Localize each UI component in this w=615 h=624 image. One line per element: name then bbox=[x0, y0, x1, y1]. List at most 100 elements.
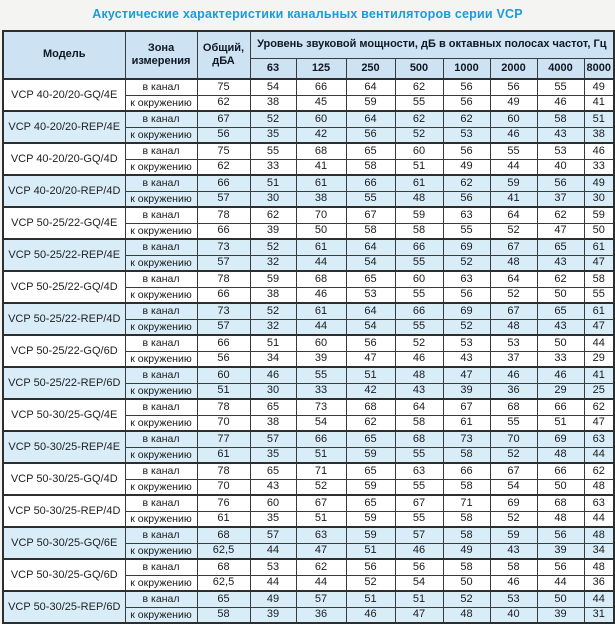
level-cell-500hz: 60 bbox=[394, 270, 444, 288]
col-header-freq-500: 500 bbox=[394, 58, 444, 80]
model-cell: VCP 50-30/25-REP/6D bbox=[2, 590, 126, 624]
level-cell-250hz: 62 bbox=[345, 414, 396, 432]
level-cell-500hz: 55 bbox=[394, 318, 444, 336]
level-cell-4000hz: 56 bbox=[536, 526, 585, 544]
level-cell-250hz: 65 bbox=[345, 494, 396, 512]
level-cell-125hz: 45 bbox=[295, 94, 347, 112]
zone-cell-to-surroundings: к окружению bbox=[124, 222, 198, 240]
level-cell-63hz: 35 bbox=[249, 126, 297, 144]
level-cell-250hz: 46 bbox=[345, 606, 396, 624]
level-cell-2000hz: 43 bbox=[489, 542, 538, 560]
model-cell: VCP 50-30/25-GQ/6D bbox=[2, 558, 126, 592]
row-to-surroundings: к окружению 62 38 45 59 55 56 49 46 41 bbox=[3, 94, 615, 112]
zone-cell-in-duct: в канал bbox=[124, 590, 198, 608]
level-cell-1000hz: 71 bbox=[442, 494, 491, 512]
level-cell-2000hz: 44 bbox=[489, 158, 538, 176]
model-cell: VCP 40-20/20-REP/4D bbox=[2, 174, 126, 208]
level-cell-4000hz: 51 bbox=[536, 414, 585, 432]
level-cell-8000hz: 51 bbox=[583, 110, 615, 128]
level-cell-4000hz: 48 bbox=[536, 446, 585, 464]
level-cell-2000hz: 55 bbox=[489, 142, 538, 160]
level-cell-2000hz: 53 bbox=[489, 590, 538, 608]
level-cell-250hz: 53 bbox=[345, 286, 396, 304]
total-dba-cell: 78 bbox=[196, 398, 251, 416]
level-cell-1000hz: 56 bbox=[442, 78, 491, 96]
total-dba-cell: 57 bbox=[196, 318, 251, 336]
level-cell-63hz: 39 bbox=[249, 606, 297, 624]
model-cell: VCP 50-30/25-GQ/4D bbox=[2, 462, 126, 496]
level-cell-2000hz: 67 bbox=[489, 302, 538, 320]
zone-cell-in-duct: в канал bbox=[124, 110, 198, 128]
row-to-surroundings: к окружению 57 32 44 54 55 52 48 43 47 bbox=[3, 254, 615, 272]
model-cell: VCP 50-30/25-REP/4E bbox=[2, 430, 126, 464]
level-cell-125hz: 44 bbox=[295, 254, 347, 272]
level-cell-250hz: 65 bbox=[345, 462, 396, 480]
level-cell-63hz: 52 bbox=[249, 110, 297, 128]
level-cell-125hz: 44 bbox=[295, 574, 347, 592]
level-cell-250hz: 58 bbox=[345, 158, 396, 176]
level-cell-1000hz: 58 bbox=[442, 526, 491, 544]
level-cell-500hz: 66 bbox=[394, 238, 444, 256]
zone-cell-to-surroundings: к окружению bbox=[124, 94, 198, 112]
row-in-duct: VCP 50-30/25-GQ/6E в канал 68 57 63 59 57 58 59 5… bbox=[2, 526, 615, 560]
level-cell-63hz: 51 bbox=[249, 174, 297, 192]
level-cell-63hz: 52 bbox=[249, 238, 297, 256]
level-cell-8000hz: 55 bbox=[583, 286, 615, 304]
total-dba-cell: 56 bbox=[196, 126, 251, 144]
level-cell-2000hz: 64 bbox=[489, 206, 538, 224]
level-cell-63hz: 65 bbox=[249, 462, 297, 480]
level-cell-1000hz: 67 bbox=[442, 398, 491, 416]
level-cell-250hz: 56 bbox=[345, 334, 396, 352]
level-cell-63hz: 60 bbox=[249, 494, 297, 512]
level-cell-125hz: 36 bbox=[295, 606, 347, 624]
level-cell-500hz: 55 bbox=[394, 510, 444, 528]
zone-cell-in-duct: в канал bbox=[124, 398, 198, 416]
level-cell-2000hz: 53 bbox=[489, 334, 538, 352]
level-cell-2000hz: 54 bbox=[489, 478, 538, 496]
row-in-duct: VCP 50-30/25-REP/6D в канал 65 49 57 51 51 52 53… bbox=[2, 590, 615, 624]
total-dba-cell: 78 bbox=[196, 270, 251, 288]
row-in-duct: VCP 40-20/20-REP/4E в канал 67 52 60 64 62 62 60… bbox=[2, 110, 615, 144]
total-dba-cell: 61 bbox=[196, 446, 251, 464]
level-cell-63hz: 57 bbox=[249, 430, 297, 448]
level-cell-125hz: 55 bbox=[295, 366, 347, 384]
zone-cell-to-surroundings: к окружению bbox=[124, 318, 198, 336]
level-cell-4000hz: 46 bbox=[536, 94, 585, 112]
level-cell-63hz: 38 bbox=[249, 414, 297, 432]
level-cell-250hz: 66 bbox=[345, 174, 396, 192]
zone-cell-in-duct: в канал bbox=[124, 334, 198, 352]
total-dba-cell: 75 bbox=[196, 78, 251, 96]
level-cell-2000hz: 55 bbox=[489, 414, 538, 432]
model-cell: VCP 50-30/25-GQ/4E bbox=[2, 398, 126, 432]
model-cell: VCP 50-25/22-REP/4D bbox=[2, 302, 126, 336]
total-dba-cell: 66 bbox=[196, 286, 251, 304]
total-dba-cell: 58 bbox=[196, 606, 251, 624]
level-cell-250hz: 54 bbox=[345, 318, 396, 336]
level-cell-4000hz: 56 bbox=[536, 174, 585, 192]
level-cell-2000hz: 59 bbox=[489, 174, 538, 192]
level-cell-63hz: 65 bbox=[249, 398, 297, 416]
row-to-surroundings: к окружению 56 35 42 56 52 53 46 43 38 bbox=[3, 126, 615, 144]
level-cell-4000hz: 55 bbox=[536, 78, 585, 96]
level-cell-63hz: 62 bbox=[249, 206, 297, 224]
level-cell-125hz: 52 bbox=[295, 478, 347, 496]
row-in-duct: VCP 50-30/25-GQ/4D в канал 78 65 71 65 63 66 67 6… bbox=[2, 462, 615, 496]
model-cell: VCP 50-30/25-GQ/6E bbox=[2, 526, 126, 560]
level-cell-8000hz: 44 bbox=[583, 590, 615, 608]
level-cell-125hz: 33 bbox=[295, 382, 347, 400]
row-in-duct: VCP 50-25/22-GQ/4E в канал 78 62 70 67 59 63 64 6… bbox=[2, 206, 615, 240]
level-cell-250hz: 56 bbox=[345, 558, 396, 576]
level-cell-63hz: 57 bbox=[249, 526, 297, 544]
level-cell-2000hz: 48 bbox=[489, 254, 538, 272]
level-cell-63hz: 39 bbox=[249, 222, 297, 240]
level-cell-8000hz: 62 bbox=[583, 398, 615, 416]
level-cell-2000hz: 37 bbox=[489, 350, 538, 368]
level-cell-1000hz: 56 bbox=[442, 190, 491, 208]
level-cell-4000hz: 33 bbox=[536, 350, 585, 368]
level-cell-500hz: 46 bbox=[394, 350, 444, 368]
level-cell-8000hz: 33 bbox=[583, 158, 615, 176]
level-cell-2000hz: 59 bbox=[489, 526, 538, 544]
level-cell-2000hz: 70 bbox=[489, 430, 538, 448]
acoustic-characteristics-table: Модель Зона измерения Общий, дБА Уровень… bbox=[2, 30, 615, 624]
zone-cell-in-duct: в канал bbox=[124, 270, 198, 288]
